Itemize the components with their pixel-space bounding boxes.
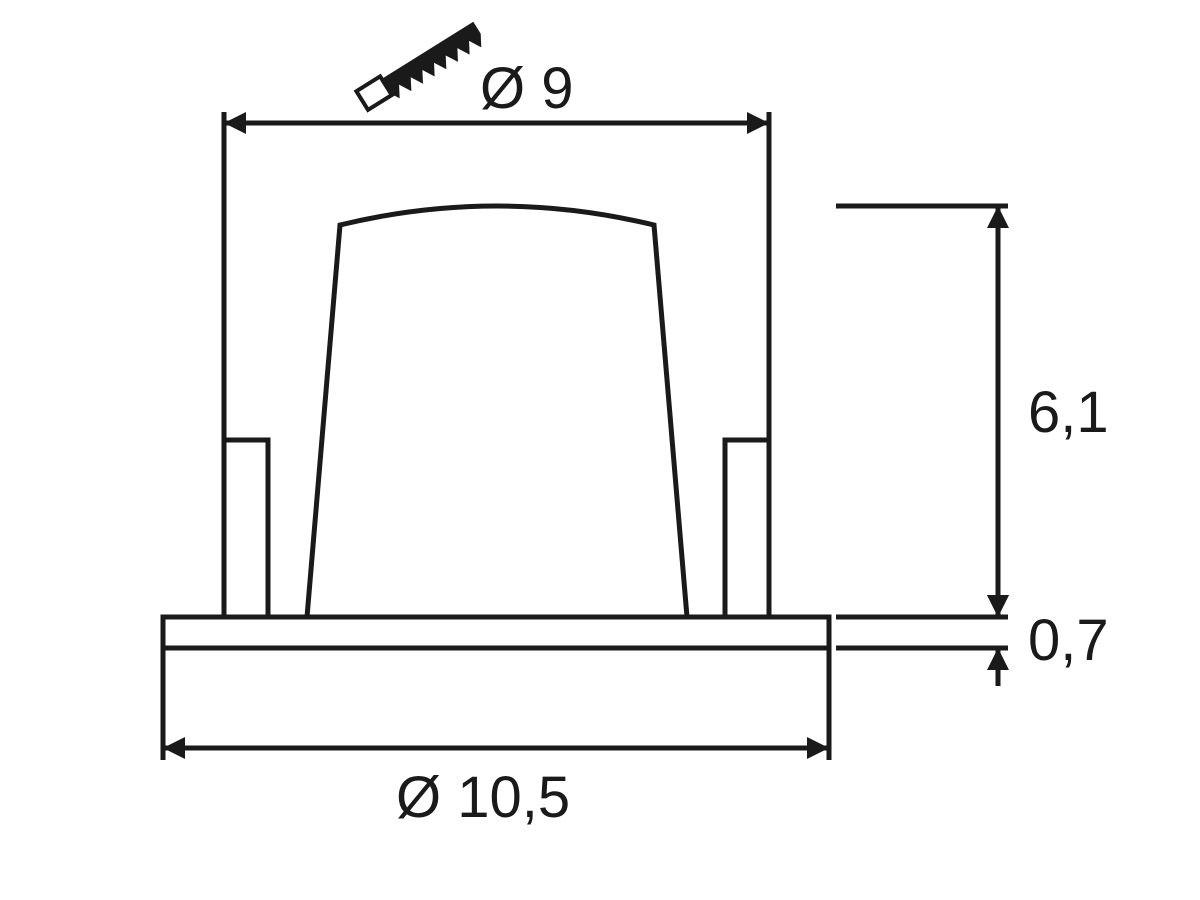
dim-flange-label: 0,7	[1028, 608, 1109, 673]
dim-cutout-label: Ø 9	[480, 56, 574, 121]
fixture-flange	[163, 617, 829, 648]
dim-diameter-label: Ø 10,5	[396, 765, 570, 830]
saw-icon	[356, 19, 487, 116]
dim-height-label: 6,1	[1028, 380, 1109, 445]
mounting-clip	[725, 440, 769, 617]
technical-drawing: Ø 9 Ø 10,5 6,1 0,7	[0, 0, 1200, 900]
fixture-body	[307, 206, 687, 617]
mounting-clip	[224, 440, 268, 617]
